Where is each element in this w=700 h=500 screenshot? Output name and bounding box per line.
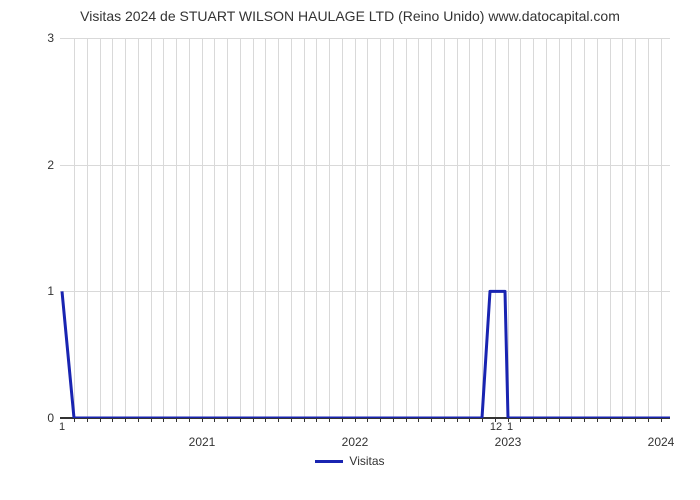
chart-area: 0123202120222023202411215 — [20, 28, 680, 448]
x-sub-label: 1 — [507, 421, 513, 433]
x-year-label: 2023 — [495, 435, 522, 449]
y-tick-label: 0 — [24, 411, 54, 425]
legend: Visitas — [315, 454, 384, 468]
x-sub-label: 1 — [59, 421, 65, 433]
x-sub-label: 12 — [490, 421, 502, 433]
plot-region: 0123202120222023202411215 — [60, 38, 670, 418]
y-tick-label: 1 — [24, 284, 54, 298]
data-line — [60, 38, 670, 418]
y-tick-label: 2 — [24, 158, 54, 172]
legend-swatch — [315, 460, 343, 463]
x-year-label: 2022 — [342, 435, 369, 449]
x-year-label: 2021 — [189, 435, 216, 449]
chart-title: Visitas 2024 de STUART WILSON HAULAGE LT… — [80, 8, 620, 24]
y-tick-label: 3 — [24, 31, 54, 45]
legend-label: Visitas — [349, 454, 384, 468]
x-year-label: 2024 — [648, 435, 675, 449]
